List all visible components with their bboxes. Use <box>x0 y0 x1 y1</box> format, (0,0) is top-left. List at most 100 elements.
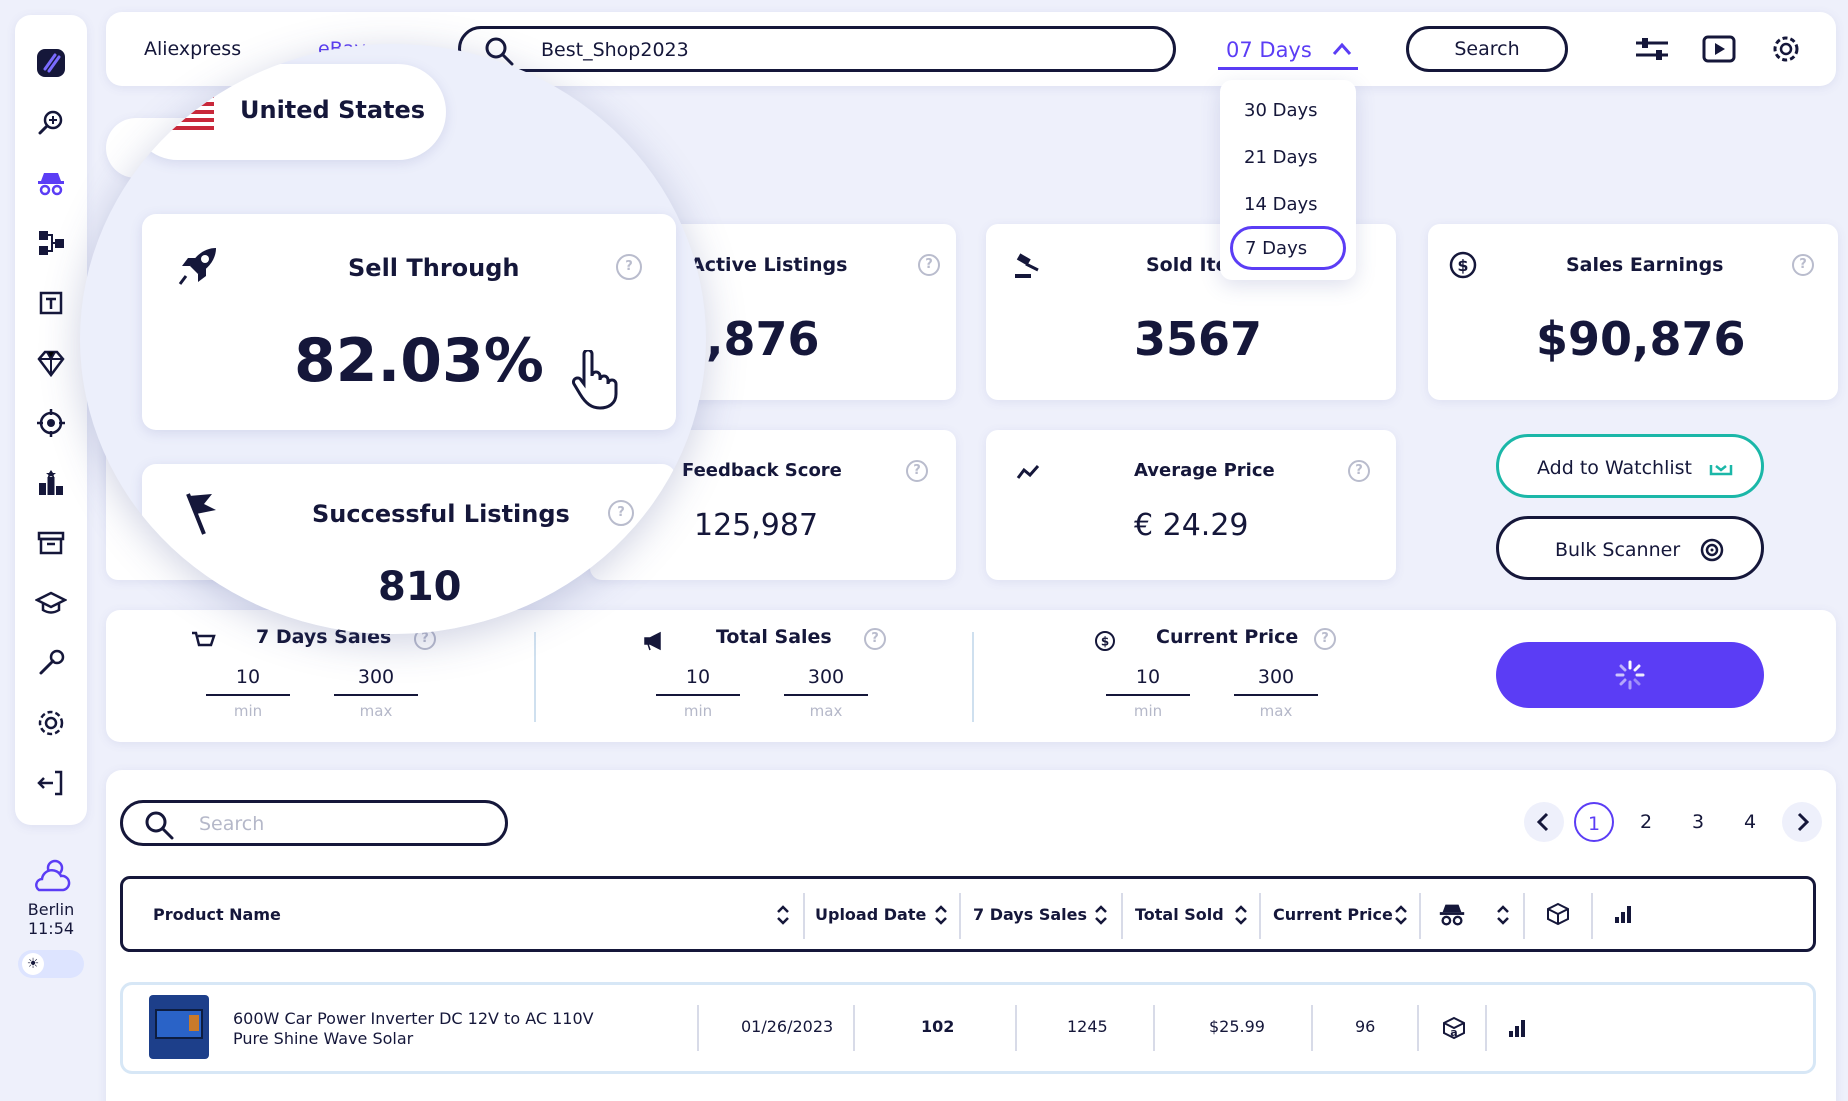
help-icon[interactable]: ? <box>864 628 886 650</box>
page-4-button[interactable]: 4 <box>1743 811 1757 833</box>
settings-icon[interactable] <box>35 707 67 739</box>
header-total-sold[interactable]: Total Sold <box>1135 905 1224 924</box>
flag-icon <box>186 493 216 535</box>
tools-icon[interactable] <box>35 647 67 679</box>
title-builder-icon[interactable] <box>35 287 67 319</box>
prev-page-button[interactable] <box>1524 802 1564 842</box>
filter-min-input[interactable]: 10 <box>206 666 290 696</box>
video-play-icon[interactable] <box>1702 34 1736 68</box>
filter-max-input[interactable]: 300 <box>1234 666 1318 696</box>
product-thumbnail[interactable] <box>149 995 209 1059</box>
filter-max-input[interactable]: 300 <box>334 666 418 696</box>
days-select[interactable]: 07 Days <box>1218 28 1358 70</box>
rocket-icon <box>178 248 216 285</box>
gavel-icon <box>1012 252 1042 286</box>
country-select[interactable]: United States <box>130 64 446 160</box>
average-price-card: Average Price ? € 24.29 <box>986 430 1396 580</box>
page-3-button[interactable]: 3 <box>1691 811 1705 833</box>
app-logo-icon[interactable] <box>35 47 67 79</box>
country-label: United States <box>240 96 426 124</box>
filter-max-input[interactable]: 300 <box>784 666 868 696</box>
help-icon[interactable]: ? <box>616 254 642 280</box>
dropdown-option-30[interactable]: 30 Days <box>1244 100 1318 121</box>
gear-icon[interactable] <box>1770 33 1802 69</box>
apply-filters-loading-button[interactable] <box>1496 642 1764 708</box>
product-name-line2[interactable]: Pure Shine Wave Solar <box>233 1029 414 1048</box>
dropdown-option-21[interactable]: 21 Days <box>1244 147 1318 168</box>
page-2-button[interactable]: 2 <box>1639 811 1653 833</box>
filter-divider <box>534 632 536 722</box>
sun-icon: ☀ <box>22 953 44 975</box>
header-current-price[interactable]: Current Price <box>1273 905 1393 924</box>
dropdown-option-14[interactable]: 14 Days <box>1244 194 1318 215</box>
help-icon[interactable]: ? <box>906 460 928 482</box>
help-icon[interactable]: ? <box>608 500 634 526</box>
logout-icon[interactable] <box>35 767 67 799</box>
average-price-title: Average Price <box>1134 460 1275 481</box>
hierarchy-icon[interactable] <box>35 227 67 259</box>
amazon-package-icon[interactable]: a <box>1441 1015 1467 1041</box>
diamond-icon[interactable] <box>35 347 67 379</box>
signal-bars-icon[interactable] <box>1507 1015 1529 1039</box>
filter-min-input[interactable]: 10 <box>656 666 740 696</box>
theme-toggle[interactable]: ☀ <box>18 950 84 978</box>
sell-through-card: Sell Through ? 82.03% <box>142 214 676 430</box>
help-icon[interactable]: ? <box>1314 628 1336 650</box>
spy-icon[interactable] <box>35 167 67 199</box>
product-name-line1[interactable]: 600W Car Power Inverter DC 12V to AC 110… <box>233 1009 594 1028</box>
search-analysis-icon[interactable] <box>35 107 67 139</box>
competitors-cell: 96 <box>1355 1017 1376 1036</box>
scan-target-icon <box>1700 538 1724 562</box>
filter-sliders-icon[interactable] <box>1634 34 1670 68</box>
upload-date-cell: 01/26/2023 <box>741 1017 834 1036</box>
target-icon[interactable] <box>35 407 67 439</box>
sidebar <box>15 15 87 825</box>
weather-time: 11:54 <box>27 919 75 938</box>
inbox-icon <box>1709 465 1733 476</box>
header-product-name[interactable]: Product Name <box>153 905 281 924</box>
chevron-left-icon <box>1536 812 1549 832</box>
days-dropdown: 30 Days 21 Days 14 Days 7 Days <box>1220 80 1356 280</box>
sort-icon[interactable] <box>775 903 791 927</box>
tab-aliexpress[interactable]: Aliexpress <box>144 38 242 60</box>
add-to-watchlist-button[interactable]: Add to Watchlist <box>1496 434 1764 498</box>
table-search-input[interactable]: Search <box>120 800 508 846</box>
sort-icon[interactable] <box>1093 903 1109 927</box>
next-page-button[interactable] <box>1782 802 1822 842</box>
table-search-placeholder: Search <box>199 813 265 835</box>
header-7-days-sales[interactable]: 7 Days Sales <box>973 905 1087 924</box>
leaderboard-icon[interactable] <box>35 467 67 499</box>
sort-icon[interactable] <box>1393 903 1409 927</box>
successful-listings-title: Successful Listings <box>312 500 570 528</box>
filter-min-input[interactable]: 10 <box>1106 666 1190 696</box>
loading-spinner-icon <box>1615 660 1645 690</box>
spy-competitors-icon[interactable] <box>1437 899 1467 929</box>
products-table-panel: Search 1 2 3 4 Product Name Upload Date … <box>106 770 1836 1101</box>
package-icon[interactable] <box>1545 901 1571 927</box>
sort-icon[interactable] <box>1233 903 1249 927</box>
sort-icon[interactable] <box>933 903 949 927</box>
search-button[interactable]: Search <box>1406 26 1568 72</box>
academy-icon[interactable] <box>34 587 68 619</box>
search-icon <box>145 811 174 840</box>
chevron-right-icon <box>1797 812 1810 832</box>
signal-bars-icon[interactable] <box>1613 901 1635 925</box>
shop-search-input[interactable]: Best_Shop2023 <box>458 26 1176 72</box>
help-icon[interactable]: ? <box>1792 254 1814 276</box>
filter-total-sales: Total Sales ? 10 300 min max <box>626 610 986 742</box>
dropdown-option-7[interactable]: 7 Days <box>1230 226 1346 270</box>
header-upload-date[interactable]: Upload Date <box>815 905 927 924</box>
page-1-button[interactable]: 1 <box>1574 802 1614 842</box>
table-row[interactable]: 600W Car Power Inverter DC 12V to AC 110… <box>120 982 1816 1074</box>
sold-items-value: 3567 <box>1134 312 1263 366</box>
help-icon[interactable]: ? <box>1348 460 1370 482</box>
bulk-scanner-button[interactable]: Bulk Scanner <box>1496 516 1764 580</box>
sort-icon[interactable] <box>1495 903 1511 927</box>
total-sold-cell: 1245 <box>1067 1017 1108 1036</box>
table-header: Product Name Upload Date 7 Days Sales To… <box>120 876 1816 952</box>
successful-listings-value: 810 <box>378 564 462 610</box>
help-icon[interactable]: ? <box>918 254 940 276</box>
archive-icon[interactable] <box>35 527 67 559</box>
average-price-value: € 24.29 <box>1134 508 1249 543</box>
weather-cloud-sun-icon <box>35 859 71 892</box>
